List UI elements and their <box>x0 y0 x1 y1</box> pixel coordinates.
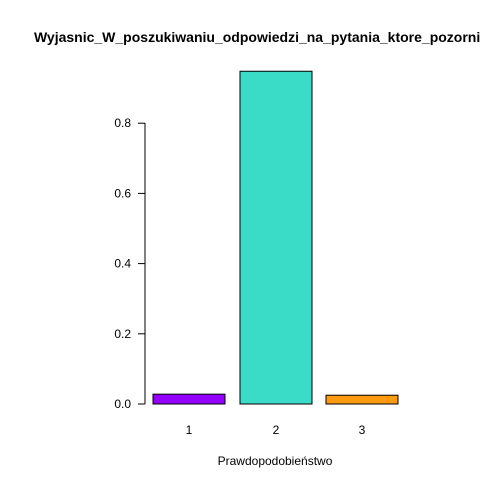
x-category-label: 1 <box>186 423 193 437</box>
y-tick-label: 0.4 <box>114 257 131 271</box>
y-tick-label: 0.6 <box>114 186 131 200</box>
bar-3 <box>325 394 399 405</box>
x-axis-labels: 1 2 3 <box>186 423 366 437</box>
chart-title: Wyjasnic_W_poszukiwaniu_odpowiedzi_na_py… <box>34 29 480 45</box>
y-axis-ticks: 0.0 0.2 0.4 0.6 0.8 <box>114 116 145 411</box>
bar-1 <box>152 393 226 405</box>
x-category-label: 2 <box>273 423 280 437</box>
y-tick-label: 0.8 <box>114 116 131 130</box>
y-tick-label: 0.2 <box>114 327 131 341</box>
y-tick-label: 0.0 <box>114 397 131 411</box>
bars-group <box>152 70 399 405</box>
x-axis-title: Prawdopodobieństwo <box>218 454 333 468</box>
x-category-label: 3 <box>359 423 366 437</box>
bar-2 <box>239 70 313 405</box>
